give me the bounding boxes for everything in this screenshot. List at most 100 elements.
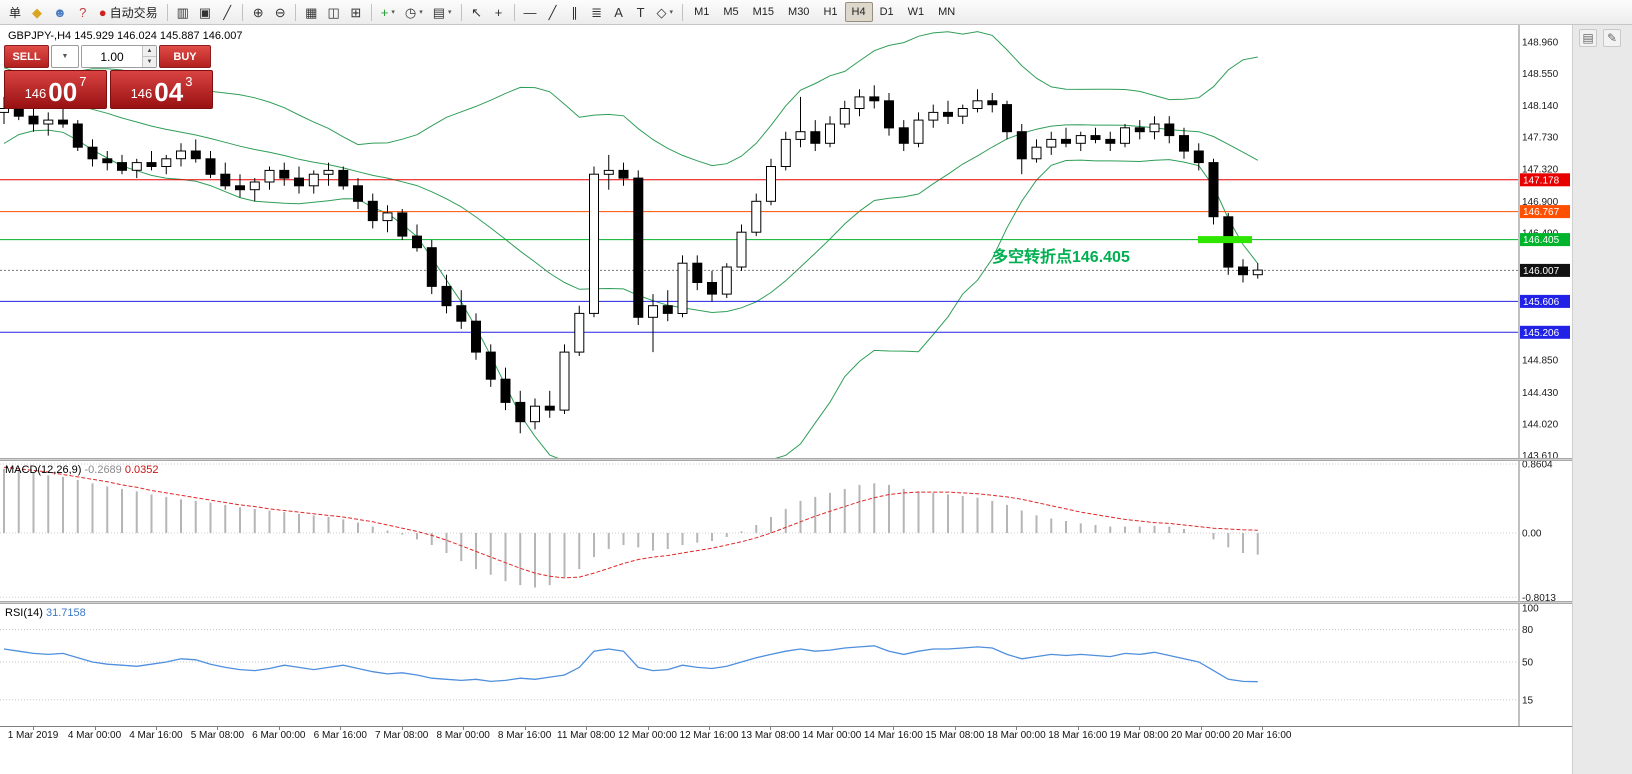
chart-annotation-text: 多空转折点146.405: [992, 249, 1130, 266]
time-tick: [155, 727, 157, 730]
time-tick: [524, 727, 526, 730]
chart-list-icon[interactable]: ▤: [1579, 29, 1597, 47]
chart-shift-icon: ◫: [327, 4, 340, 20]
timeframe-m1-button[interactable]: M1: [694, 6, 710, 18]
time-tick: [401, 727, 403, 730]
volume-increase-button[interactable]: ▲: [143, 46, 156, 57]
chart-shift-button[interactable]: ◫: [322, 2, 344, 22]
toolbar-separator: [370, 3, 372, 21]
time-label: 11 Mar 08:00: [557, 730, 616, 741]
toolbar: 单 ◆ ☻? ● 自动交易 ▥ ▣ ╱ ⊕ ⊖ ▦ ◫ ⊞ + ▾ ◷ ▾ ▤ ▾ ↖ + — ╱ ∥ ≣ A T ◇ ▾ M1 M5 M15…: [0, 0, 1632, 25]
timeframe-m15-button[interactable]: M15: [752, 6, 775, 18]
volume-decrease-button[interactable]: ▼: [143, 57, 156, 67]
svg-text:146.900: 146.900: [1522, 197, 1559, 208]
timeframe-m5-button[interactable]: M5: [723, 6, 739, 18]
time-tick: [1139, 727, 1141, 730]
svg-text:144.020: 144.020: [1522, 420, 1559, 431]
svg-text:50: 50: [1522, 658, 1534, 669]
help-icon: ?: [79, 4, 87, 20]
edit-icon[interactable]: ✎: [1603, 29, 1621, 47]
svg-text:148.550: 148.550: [1522, 69, 1559, 80]
price-axis[interactable]: 148.960 148.550 148.140 147.730 147.320 146.9…: [1520, 38, 1570, 462]
time-label: 19 Mar 08:00: [1109, 730, 1169, 741]
buy-price-display[interactable]: 146 04 3: [110, 70, 213, 109]
time-tick: [831, 727, 833, 730]
svg-text:145.206: 145.206: [1523, 328, 1560, 339]
svg-text:146.405: 146.405: [1523, 235, 1560, 246]
line-chart-button[interactable]: ╱: [216, 2, 238, 22]
buy-price-prefix: 146: [130, 86, 153, 101]
turning-point-marker[interactable]: [1198, 236, 1252, 244]
timeframe-h4-button[interactable]: H4: [844, 2, 873, 22]
channel-button[interactable]: ∥: [564, 2, 586, 22]
time-tick: [278, 727, 280, 730]
timeframe-mn-button[interactable]: MN: [938, 6, 956, 18]
text-button[interactable]: A: [608, 2, 630, 22]
buy-price-main: 04: [154, 77, 184, 108]
chevron-down-icon: ▾: [391, 9, 395, 16]
svg-text:146.007: 146.007: [1523, 266, 1560, 277]
time-tick: [709, 727, 710, 730]
text-icon: A: [614, 4, 623, 20]
shapes-icon: ◇: [656, 4, 667, 20]
timeframe-m30-button[interactable]: M30: [788, 6, 810, 18]
add-indicator-button[interactable]: + ▾: [376, 2, 400, 22]
order-type-dropdown[interactable]: ▼: [51, 45, 79, 68]
new-order-button[interactable]: 单: [4, 2, 26, 22]
trendline-button[interactable]: ╱: [542, 2, 564, 22]
macd-signal-line: [3, 466, 1258, 579]
buy-button[interactable]: BUY: [159, 45, 211, 68]
time-tick: [340, 727, 342, 730]
tile-windows-button[interactable]: ▦: [300, 2, 322, 22]
svg-text:0.00: 0.00: [1522, 529, 1542, 540]
time-label: 15 Mar 08:00: [925, 730, 985, 741]
timeframe-w1-button[interactable]: W1: [907, 6, 925, 18]
svg-text:100: 100: [1522, 604, 1539, 615]
shapes-button[interactable]: ◇ ▾: [652, 2, 679, 22]
candlestick-chart-button[interactable]: ▣: [194, 2, 216, 22]
macd-panel: 0.8604 0.00 -0.8013 MACD(12,26,9) -0.2689 …: [0, 460, 1572, 604]
macd-chart-canvas[interactable]: 0.8604 0.00 -0.8013: [0, 460, 1572, 604]
cursor-button[interactable]: ↖: [466, 2, 488, 22]
rsi-chart-canvas[interactable]: 100 80 50 15: [0, 604, 1572, 726]
help-button[interactable]: ?: [72, 2, 94, 22]
time-tick: [647, 727, 649, 730]
buy-price-pip: 3: [185, 74, 193, 89]
templates-button[interactable]: ▤ ▾: [428, 2, 457, 22]
autotrade-button[interactable]: ● 自动交易: [94, 2, 163, 22]
horizontal-line-button[interactable]: —: [519, 2, 542, 22]
new-chart-button[interactable]: ◆: [26, 2, 48, 22]
time-label: 14 Mar 16:00: [863, 730, 923, 741]
svg-text:144.850: 144.850: [1522, 355, 1559, 366]
main-chart-panel: 148.960 148.550 148.140 147.730 147.320 146.9…: [0, 25, 1572, 464]
volume-input[interactable]: [82, 46, 142, 67]
periods-button[interactable]: ◷ ▾: [400, 2, 428, 22]
fibonacci-button[interactable]: ≣: [586, 2, 608, 22]
sell-price-display[interactable]: 146 00 7: [4, 70, 107, 109]
zoom-out-button[interactable]: ⊖: [269, 2, 291, 22]
text-label-button[interactable]: T: [630, 2, 652, 22]
price-chart-canvas[interactable]: 148.960 148.550 148.140 147.730 147.320 146.9…: [0, 25, 1572, 464]
time-label: 8 Mar 16:00: [497, 730, 552, 741]
rsi-line: [3, 645, 1258, 683]
timeframe-h1-button[interactable]: H1: [823, 6, 838, 18]
panel-splitter[interactable]: [0, 601, 1572, 604]
time-axis[interactable]: 1 Mar 2019 4 Mar 00:00 4 Mar 16:00 5 Mar 08…: [0, 726, 1572, 744]
timeframe-d1-button[interactable]: D1: [879, 6, 894, 18]
sell-price-pip: 7: [79, 74, 87, 89]
sell-button[interactable]: SELL: [4, 45, 49, 68]
bar-chart-button[interactable]: ▥: [172, 2, 194, 22]
toolbar-separator: [513, 3, 515, 21]
svg-text:147.730: 147.730: [1522, 133, 1559, 144]
profile-button[interactable]: ☻: [48, 2, 72, 22]
candles: [0, 85, 1263, 434]
svg-text:15: 15: [1522, 695, 1534, 706]
svg-text:147.178: 147.178: [1523, 175, 1560, 186]
panel-splitter[interactable]: [0, 458, 1572, 461]
chevron-down-icon: ▾: [448, 9, 452, 16]
crosshair-button[interactable]: +: [488, 2, 510, 22]
auto-scroll-button[interactable]: ⊞: [345, 2, 367, 22]
rsi-name: RSI(14): [5, 607, 43, 619]
zoom-in-button[interactable]: ⊕: [247, 2, 269, 22]
